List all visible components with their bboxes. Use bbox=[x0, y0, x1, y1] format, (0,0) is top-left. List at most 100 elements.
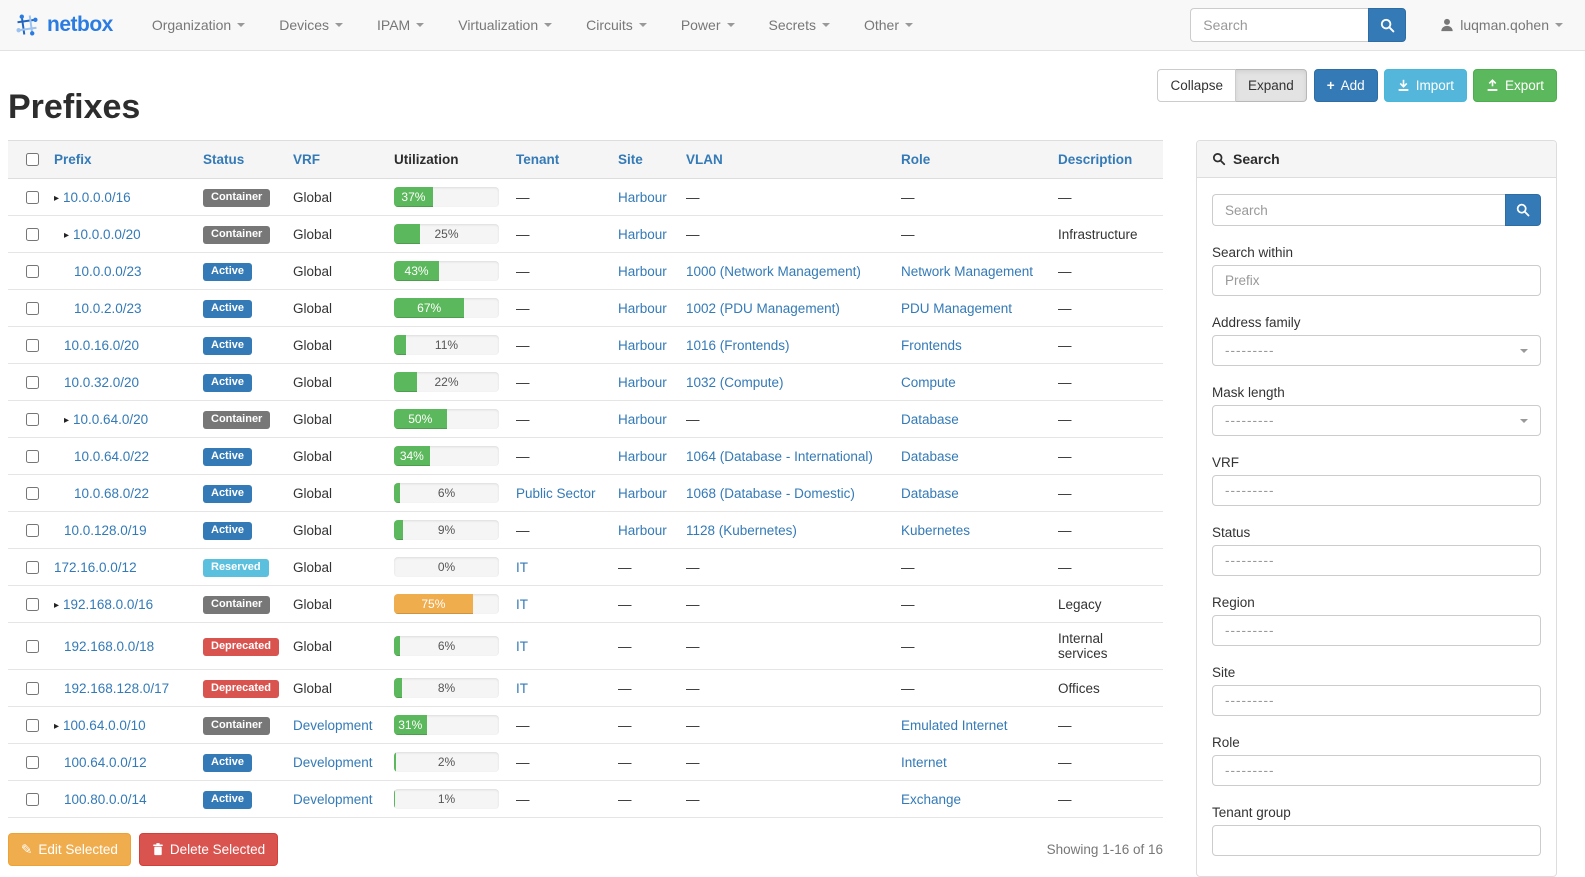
netbox-brand[interactable]: netbox bbox=[14, 12, 113, 38]
row-checkbox[interactable] bbox=[26, 301, 39, 315]
site-link[interactable]: Harbour bbox=[618, 374, 667, 390]
role-link[interactable]: Database bbox=[901, 448, 959, 464]
row-checkbox[interactable] bbox=[26, 792, 39, 806]
export-button[interactable]: Export bbox=[1472, 69, 1557, 102]
row-checkbox[interactable] bbox=[26, 718, 39, 732]
row-checkbox[interactable] bbox=[26, 412, 39, 426]
tenant-link[interactable]: IT bbox=[516, 596, 528, 612]
row-checkbox[interactable] bbox=[26, 227, 39, 241]
prefix-link[interactable]: 172.16.0.0/12 bbox=[54, 559, 137, 575]
role-link[interactable]: Exchange bbox=[901, 791, 962, 807]
prefix-link[interactable]: 192.168.0.0/18 bbox=[64, 638, 155, 654]
prefix-link[interactable]: 10.0.128.0/19 bbox=[64, 522, 147, 538]
sidebar-search-button[interactable] bbox=[1505, 194, 1541, 226]
add-button[interactable]: + Add bbox=[1313, 69, 1378, 102]
vlan-link[interactable]: 1002 (PDU Management) bbox=[686, 300, 840, 316]
row-checkbox[interactable] bbox=[26, 523, 39, 537]
prefix-link[interactable]: 10.0.0.0/23 bbox=[74, 263, 142, 279]
prefix-link[interactable]: 100.80.0.0/14 bbox=[64, 791, 147, 807]
filter-select-mask-length[interactable]: --------- bbox=[1212, 405, 1541, 436]
prefix-link[interactable]: 10.0.0.0/16 bbox=[63, 189, 131, 205]
row-checkbox[interactable] bbox=[26, 375, 39, 389]
role-link[interactable]: Kubernetes bbox=[901, 522, 971, 538]
column-header-description[interactable]: Description bbox=[1050, 140, 1163, 179]
nav-menu-secrets[interactable]: Secrets bbox=[752, 0, 847, 51]
nav-menu-organization[interactable]: Organization bbox=[135, 0, 262, 51]
prefix-link[interactable]: 10.0.68.0/22 bbox=[74, 485, 150, 501]
role-link[interactable]: Network Management bbox=[901, 263, 1034, 279]
filter-select-role[interactable]: --------- bbox=[1212, 755, 1541, 786]
row-checkbox[interactable] bbox=[26, 639, 39, 653]
row-checkbox[interactable] bbox=[26, 449, 39, 463]
nav-menu-other[interactable]: Other bbox=[847, 0, 930, 51]
vrf-link[interactable]: Development bbox=[293, 791, 373, 807]
prefix-link[interactable]: 10.0.64.0/22 bbox=[74, 448, 150, 464]
expand-button[interactable]: Expand bbox=[1235, 69, 1307, 102]
nav-menu-power[interactable]: Power bbox=[664, 0, 752, 51]
expand-arrow-icon[interactable]: ▸ bbox=[54, 192, 60, 204]
vlan-link[interactable]: 1000 (Network Management) bbox=[686, 263, 861, 279]
tenant-link[interactable]: Public Sector bbox=[516, 485, 596, 501]
global-search-button[interactable] bbox=[1368, 8, 1407, 42]
expand-arrow-icon[interactable]: ▸ bbox=[64, 414, 70, 426]
site-link[interactable]: Harbour bbox=[618, 226, 667, 242]
nav-menu-virtualization[interactable]: Virtualization bbox=[441, 0, 569, 51]
role-link[interactable]: Compute bbox=[901, 374, 956, 390]
nav-menu-circuits[interactable]: Circuits bbox=[569, 0, 664, 51]
column-header-prefix[interactable]: Prefix bbox=[46, 140, 195, 179]
column-header-vlan[interactable]: VLAN bbox=[678, 140, 893, 179]
column-header-status[interactable]: Status bbox=[195, 140, 285, 179]
row-checkbox[interactable] bbox=[26, 681, 39, 695]
role-link[interactable]: Database bbox=[901, 485, 959, 501]
user-menu[interactable]: luqman.qohen bbox=[1440, 17, 1563, 33]
row-checkbox[interactable] bbox=[26, 486, 39, 500]
site-link[interactable]: Harbour bbox=[618, 337, 667, 353]
prefix-link[interactable]: 100.64.0.0/12 bbox=[64, 754, 147, 770]
prefix-link[interactable]: 10.0.2.0/23 bbox=[74, 300, 142, 316]
vlan-link[interactable]: 1068 (Database - Domestic) bbox=[686, 485, 855, 501]
filter-select-status[interactable]: --------- bbox=[1212, 545, 1541, 576]
nav-menu-devices[interactable]: Devices bbox=[262, 0, 360, 51]
site-link[interactable]: Harbour bbox=[618, 448, 667, 464]
role-link[interactable]: Database bbox=[901, 411, 959, 427]
prefix-link[interactable]: 192.168.128.0/17 bbox=[64, 680, 170, 696]
site-link[interactable]: Harbour bbox=[618, 522, 667, 538]
column-header-role[interactable]: Role bbox=[893, 140, 1050, 179]
filter-select-tenant-group[interactable] bbox=[1212, 825, 1541, 856]
vlan-link[interactable]: 1128 (Kubernetes) bbox=[686, 522, 797, 538]
vrf-link[interactable]: Development bbox=[293, 717, 373, 733]
prefix-link[interactable]: 100.64.0.0/10 bbox=[63, 717, 146, 733]
prefix-link[interactable]: 10.0.16.0/20 bbox=[64, 337, 140, 353]
row-checkbox[interactable] bbox=[26, 190, 39, 204]
site-link[interactable]: Harbour bbox=[618, 263, 667, 279]
expand-arrow-icon[interactable]: ▸ bbox=[54, 599, 60, 611]
site-link[interactable]: Harbour bbox=[618, 300, 667, 316]
filter-select-vrf[interactable]: --------- bbox=[1212, 475, 1541, 506]
delete-selected-button[interactable]: Delete Selected bbox=[138, 833, 279, 866]
prefix-link[interactable]: 10.0.64.0/20 bbox=[73, 411, 149, 427]
column-header-site[interactable]: Site bbox=[610, 140, 678, 179]
prefix-link[interactable]: 10.0.0.0/20 bbox=[73, 226, 141, 242]
tenant-link[interactable]: IT bbox=[516, 680, 528, 696]
site-link[interactable]: Harbour bbox=[618, 189, 667, 205]
site-link[interactable]: Harbour bbox=[618, 411, 667, 427]
vrf-link[interactable]: Development bbox=[293, 754, 373, 770]
tenant-link[interactable]: IT bbox=[516, 559, 528, 575]
column-header-vrf[interactable]: VRF bbox=[285, 140, 386, 179]
nav-menu-ipam[interactable]: IPAM bbox=[360, 0, 441, 51]
filter-select-address-family[interactable]: --------- bbox=[1212, 335, 1541, 366]
role-link[interactable]: PDU Management bbox=[901, 300, 1013, 316]
row-checkbox[interactable] bbox=[26, 264, 39, 278]
global-search-input[interactable] bbox=[1190, 8, 1369, 42]
site-link[interactable]: Harbour bbox=[618, 485, 667, 501]
row-checkbox[interactable] bbox=[26, 560, 39, 574]
import-button[interactable]: Import bbox=[1383, 69, 1467, 102]
tenant-link[interactable]: IT bbox=[516, 638, 528, 654]
row-checkbox[interactable] bbox=[26, 597, 39, 611]
filter-select-site[interactable]: --------- bbox=[1212, 685, 1541, 716]
vlan-link[interactable]: 1016 (Frontends) bbox=[686, 337, 790, 353]
role-link[interactable]: Frontends bbox=[901, 337, 962, 353]
row-checkbox[interactable] bbox=[26, 755, 39, 769]
sidebar-search-input[interactable] bbox=[1212, 194, 1505, 226]
vlan-link[interactable]: 1032 (Compute) bbox=[686, 374, 784, 390]
